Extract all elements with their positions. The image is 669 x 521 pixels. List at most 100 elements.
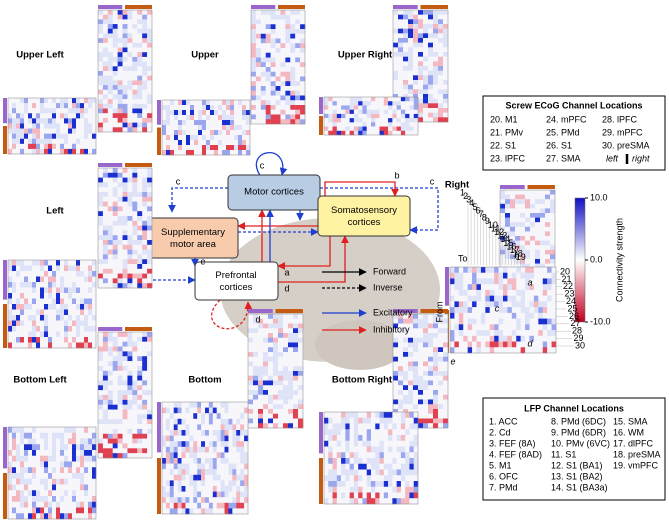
cell bbox=[413, 84, 419, 90]
cell bbox=[173, 446, 178, 453]
cell bbox=[375, 113, 380, 119]
screw-box bbox=[482, 95, 666, 171]
channel-number: 3 bbox=[466, 195, 471, 205]
channel-number: 25 bbox=[568, 303, 578, 313]
cell bbox=[530, 249, 536, 255]
cell bbox=[60, 260, 65, 266]
cell bbox=[393, 42, 399, 48]
cell bbox=[273, 352, 279, 357]
cell bbox=[540, 208, 546, 214]
cell bbox=[80, 271, 85, 277]
cell bbox=[193, 424, 198, 431]
cell bbox=[265, 24, 271, 30]
cell bbox=[84, 461, 89, 468]
cell bbox=[132, 361, 138, 367]
cell bbox=[438, 409, 444, 414]
cell bbox=[127, 365, 133, 371]
cell bbox=[147, 182, 153, 188]
cell bbox=[137, 375, 143, 381]
cell bbox=[107, 225, 113, 231]
cell bbox=[170, 140, 175, 146]
cell bbox=[165, 480, 171, 487]
cell bbox=[169, 502, 174, 509]
cell bbox=[12, 128, 17, 134]
cell bbox=[398, 314, 404, 319]
cell bbox=[408, 84, 414, 90]
lfp-item: 7. PMd bbox=[489, 482, 518, 492]
cell bbox=[98, 71, 104, 76]
group-bar bbox=[500, 185, 525, 189]
cell bbox=[20, 467, 25, 474]
cell bbox=[177, 458, 182, 464]
cell bbox=[36, 143, 41, 150]
cell bbox=[206, 105, 211, 111]
cell bbox=[205, 463, 210, 470]
cell bbox=[117, 433, 123, 439]
cell bbox=[166, 105, 171, 111]
cell bbox=[194, 105, 199, 111]
cell bbox=[201, 441, 206, 447]
cell bbox=[142, 380, 148, 386]
cell bbox=[165, 491, 171, 498]
cell bbox=[226, 145, 231, 151]
cell bbox=[170, 125, 175, 131]
cell bbox=[530, 208, 536, 214]
cell bbox=[68, 484, 73, 491]
cell bbox=[112, 103, 118, 109]
cell bbox=[117, 216, 123, 221]
cell bbox=[251, 38, 257, 44]
cell bbox=[244, 430, 249, 436]
cell bbox=[418, 366, 424, 372]
cell bbox=[68, 138, 73, 145]
cell bbox=[102, 122, 109, 128]
cell bbox=[193, 435, 198, 442]
cell bbox=[117, 66, 123, 72]
cell bbox=[268, 394, 274, 400]
cell bbox=[112, 80, 118, 86]
cell bbox=[36, 298, 41, 305]
cell bbox=[102, 192, 109, 197]
cell bbox=[413, 371, 419, 376]
cell bbox=[345, 118, 350, 123]
cell bbox=[137, 404, 143, 410]
cell bbox=[542, 272, 548, 279]
cell bbox=[228, 418, 233, 425]
cell bbox=[117, 259, 123, 265]
cell bbox=[142, 182, 148, 188]
cell bbox=[122, 172, 128, 178]
cell bbox=[398, 89, 404, 95]
cell bbox=[36, 282, 41, 288]
cell bbox=[273, 394, 279, 400]
cell bbox=[438, 342, 444, 348]
cell bbox=[218, 120, 223, 126]
cell bbox=[142, 71, 148, 76]
cell bbox=[44, 461, 49, 468]
node-label: Supplementary motor area bbox=[161, 227, 225, 250]
cell bbox=[251, 10, 257, 15]
cell bbox=[80, 450, 85, 456]
cell bbox=[84, 293, 89, 299]
cell bbox=[371, 446, 376, 453]
cell bbox=[228, 435, 233, 442]
cell bbox=[409, 481, 414, 487]
cell bbox=[283, 337, 289, 343]
cell bbox=[147, 254, 153, 260]
cell bbox=[433, 385, 439, 391]
cell bbox=[193, 452, 198, 459]
cell bbox=[36, 484, 41, 491]
cell bbox=[520, 226, 526, 232]
cell bbox=[263, 323, 269, 329]
cell bbox=[190, 105, 195, 111]
cell bbox=[198, 145, 203, 151]
cell bbox=[147, 80, 153, 86]
cell bbox=[68, 455, 73, 462]
cell bbox=[137, 38, 143, 44]
cell bbox=[403, 371, 409, 376]
cell bbox=[388, 429, 393, 436]
cell bbox=[205, 402, 210, 408]
cell bbox=[170, 130, 175, 136]
cell bbox=[408, 366, 414, 372]
cell bbox=[60, 432, 65, 439]
cell bbox=[112, 19, 118, 25]
cell bbox=[147, 211, 153, 217]
